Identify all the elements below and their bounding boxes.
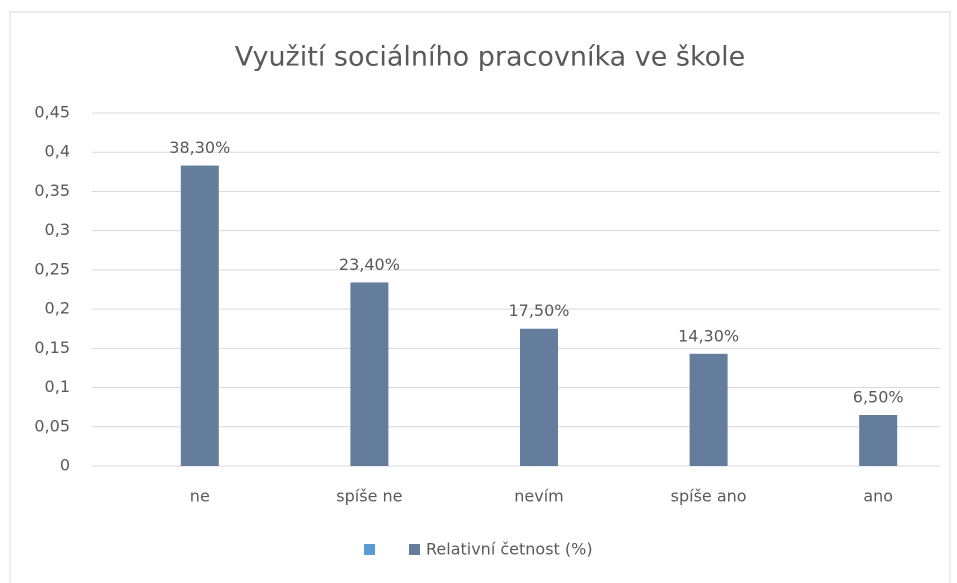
x-tick-label: spíše ne: [336, 487, 402, 506]
x-tick-label: nevím: [514, 487, 563, 506]
legend-swatch: [364, 544, 375, 555]
x-tick-label: ne: [190, 487, 210, 506]
legend-label: Relativní četnost (%): [426, 540, 593, 559]
y-tick-label: 0: [60, 456, 70, 475]
y-tick-label: 0,4: [45, 142, 70, 161]
y-tick-label: 0,2: [45, 299, 70, 318]
bar: [180, 165, 219, 466]
y-tick-label: 0,25: [34, 259, 70, 278]
y-tick-label: 0,45: [34, 103, 70, 122]
y-tick-label: 0,3: [45, 220, 70, 239]
y-tick-label: 0,35: [34, 181, 70, 200]
legend-swatch: [409, 544, 420, 555]
data-label: 38,30%: [169, 138, 230, 157]
x-tick-label: spíše ano: [671, 487, 747, 506]
y-tick-label: 0,05: [34, 416, 70, 435]
y-tick-label: 0,1: [45, 377, 70, 396]
data-label: 17,50%: [508, 301, 569, 320]
data-label: 6,50%: [853, 388, 904, 407]
bar: [350, 282, 389, 466]
x-tick-label: ano: [863, 487, 893, 506]
bar: [689, 353, 728, 466]
bar: [520, 328, 558, 466]
chart-frame: [9, 11, 951, 583]
y-tick-label: 0,15: [34, 338, 70, 357]
bar: [859, 415, 898, 466]
data-label: 14,30%: [678, 326, 739, 345]
data-label: 23,40%: [339, 255, 400, 274]
chart-title: Využití sociálního pracovníka ve škole: [235, 42, 746, 73]
